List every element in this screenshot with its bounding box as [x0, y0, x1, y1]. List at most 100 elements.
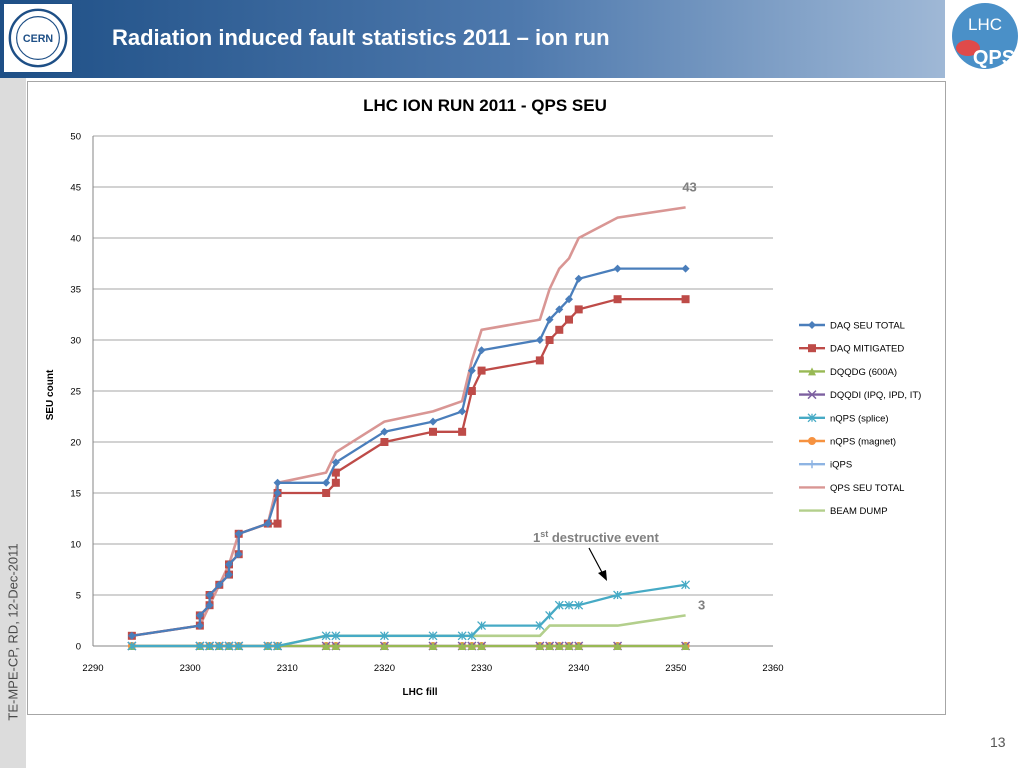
- data-point: [273, 519, 282, 528]
- legend-marker: [808, 344, 816, 353]
- legend-item: BEAM DUMP: [799, 506, 888, 517]
- data-point: [457, 631, 467, 641]
- data-point: [234, 550, 243, 559]
- legend-label: DQQDI (IPQ, IPD, IT): [830, 390, 921, 401]
- data-point: [263, 519, 272, 528]
- data-point: [331, 478, 340, 487]
- series-line: [131, 267, 686, 637]
- data-point: [205, 591, 214, 599]
- legend-label: nQPS (splice): [830, 413, 889, 424]
- data-point: [613, 642, 622, 650]
- footer-side-label: TE-MPE-CP, RD, 12-Dec-2011: [5, 543, 21, 721]
- chart-annotations: 43 3 1st destructive event: [533, 179, 705, 612]
- series-group: [127, 264, 690, 640]
- x-tick-label: 2310: [277, 663, 298, 674]
- data-point: [429, 642, 437, 650]
- data-point: [477, 346, 486, 355]
- legend-item: DAQ MITIGATED: [799, 344, 904, 355]
- data-point: [195, 641, 205, 651]
- title-banner: [0, 0, 945, 78]
- data-point: [273, 478, 282, 487]
- x-tick-label: 2320: [374, 663, 395, 674]
- data-point: [467, 631, 477, 641]
- data-point: [555, 642, 564, 650]
- page-number: 13: [990, 734, 1006, 750]
- chart-title: LHC ION RUN 2011 - QPS SEU: [363, 96, 607, 115]
- slide-title: Radiation induced fault statistics 2011 …: [112, 25, 610, 50]
- series-line: [131, 206, 686, 638]
- legend-item: nQPS (magnet): [799, 437, 896, 448]
- data-point: [574, 274, 583, 283]
- x-axis-label: LHC fill: [403, 687, 438, 698]
- data-point: [555, 325, 564, 334]
- annotation-beam-dump-label: 3: [698, 597, 705, 612]
- legend-marker: [808, 460, 816, 469]
- legend-label: nQPS (magnet): [830, 437, 896, 448]
- series-line: [131, 583, 686, 648]
- data-point: [477, 366, 486, 375]
- annotation-total-label: 43: [682, 179, 696, 194]
- series-group: [127, 580, 691, 651]
- data-point: [545, 610, 555, 620]
- data-point: [225, 560, 233, 569]
- annotation-arrow-head: [598, 570, 607, 581]
- data-point: [273, 641, 283, 651]
- y-tick-label: 45: [70, 183, 81, 194]
- data-point: [574, 600, 584, 610]
- data-point: [234, 529, 243, 538]
- legend-label: iQPS: [830, 460, 852, 471]
- y-tick-label: 0: [76, 642, 81, 653]
- data-point: [555, 305, 564, 314]
- data-point: [127, 641, 137, 651]
- y-tick-label: 30: [70, 336, 81, 347]
- data-point: [322, 642, 331, 650]
- data-point: [545, 642, 554, 650]
- data-point: [380, 438, 389, 446]
- x-tick-label: 2360: [762, 663, 783, 674]
- data-point: [331, 458, 340, 467]
- data-point: [613, 590, 623, 600]
- lhc-logo-text: LHC: [968, 15, 1002, 34]
- data-point: [224, 641, 234, 651]
- data-point: [379, 631, 389, 641]
- legend-label: DAQ MITIGATED: [830, 344, 904, 355]
- data-point: [195, 621, 204, 630]
- data-point: [458, 407, 467, 416]
- chart-axes: 0 5 10 15 20 25 30 35 40 45 50 2290 2300 2310 2320 2330…: [70, 132, 783, 675]
- legend-item: DQQDG (600A): [799, 367, 897, 378]
- data-point: [467, 642, 476, 650]
- data-point: [565, 295, 573, 304]
- data-point: [565, 315, 573, 324]
- legend-label: QPS SEU TOTAL: [830, 483, 904, 494]
- series-group: [127, 295, 690, 640]
- y-axis-label: SEU count: [45, 369, 56, 420]
- data-point: [554, 600, 564, 610]
- data-point: [205, 641, 215, 651]
- data-point: [215, 580, 224, 589]
- data-point: [429, 417, 437, 426]
- series-line: [131, 614, 686, 648]
- x-tick-label: 2340: [568, 663, 589, 674]
- data-point: [273, 489, 282, 497]
- y-tick-label: 20: [70, 438, 81, 449]
- data-point: [331, 631, 341, 641]
- series-group: [131, 614, 686, 648]
- x-tick-label: 2300: [180, 663, 201, 674]
- data-point: [322, 478, 331, 487]
- cern-logo: CERN: [3, 3, 73, 73]
- y-tick-label: 5: [76, 591, 81, 602]
- x-tick-label: 2330: [471, 663, 492, 674]
- data-point: [535, 642, 544, 650]
- data-point: [564, 600, 574, 610]
- x-tick-label: 2290: [82, 663, 103, 674]
- legend-marker: [807, 390, 817, 400]
- data-point: [380, 642, 389, 650]
- data-point: [380, 427, 389, 436]
- cern-logo-ring: [8, 8, 68, 68]
- data-point: [574, 305, 583, 314]
- legend-label: DAQ SEU TOTAL: [830, 321, 905, 332]
- legend-marker: [808, 321, 816, 329]
- data-point: [477, 642, 486, 650]
- cern-logo-text: CERN: [23, 33, 53, 45]
- data-point: [331, 468, 340, 477]
